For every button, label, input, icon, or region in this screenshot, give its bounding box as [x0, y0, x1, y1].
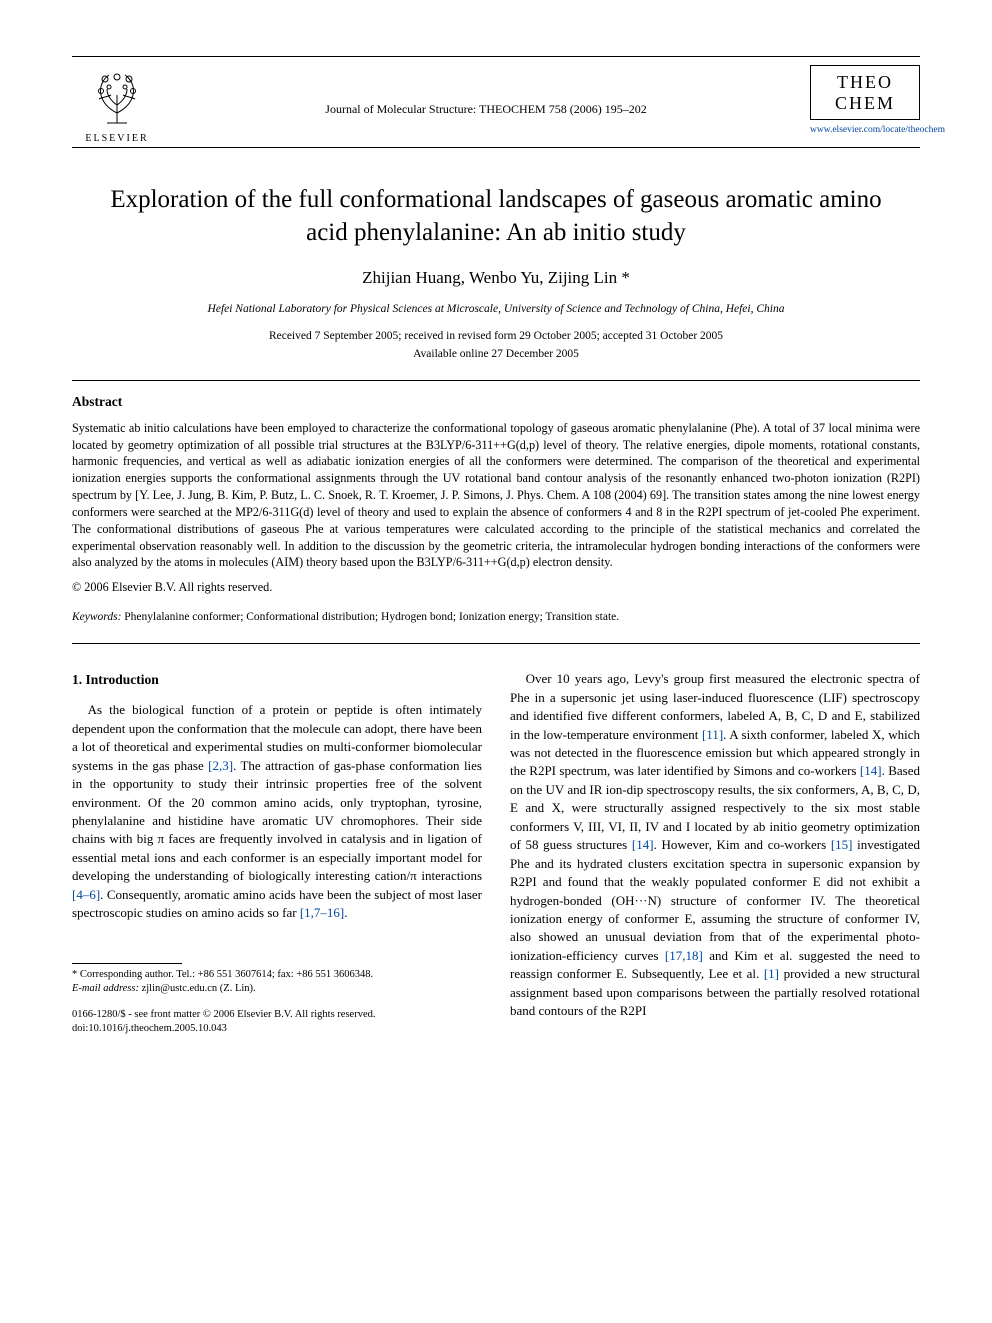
publisher-name: ELSEVIER: [72, 132, 162, 146]
journal-citation: Journal of Molecular Structure: THEOCHEM…: [162, 65, 810, 117]
abstract-body: Systematic ab initio calculations have b…: [72, 420, 920, 571]
citation-link[interactable]: [14]: [632, 837, 654, 852]
citation-link[interactable]: [2,3]: [208, 758, 233, 773]
citation-link[interactable]: [1]: [764, 966, 779, 981]
received-dates: Received 7 September 2005; received in r…: [72, 329, 920, 345]
abstract-copyright: © 2006 Elsevier B.V. All rights reserved…: [72, 579, 920, 595]
available-date: Available online 27 December 2005: [72, 347, 920, 363]
keywords: Keywords: Phenylalanine conformer; Confo…: [72, 610, 920, 626]
corresponding-author: * Corresponding author. Tel.: +86 551 36…: [72, 968, 482, 982]
citation-link[interactable]: [17,18]: [665, 948, 703, 963]
email-line: E-mail address: zjlin@ustc.edu.cn (Z. Li…: [72, 982, 482, 996]
left-column: 1. Introduction As the biological functi…: [72, 670, 482, 1035]
intro-para-left: As the biological function of a protein …: [72, 701, 482, 922]
citation-link[interactable]: [4–6]: [72, 887, 100, 902]
intro-heading: 1. Introduction: [72, 670, 482, 689]
citation-link[interactable]: [1,7–16]: [300, 905, 344, 920]
footnote-divider: [72, 963, 182, 964]
authors: Zhijian Huang, Wenbo Yu, Zijing Lin *: [72, 267, 920, 290]
journal-header: ELSEVIER Journal of Molecular Structure:…: [72, 56, 920, 148]
email-label: E-mail address:: [72, 983, 139, 994]
divider: [72, 380, 920, 381]
brand-line-1: THEO: [815, 72, 915, 93]
affiliation: Hefei National Laboratory for Physical S…: [72, 302, 920, 318]
right-column: Over 10 years ago, Levy's group first me…: [510, 670, 920, 1035]
journal-brand: THEO CHEM www.elsevier.com/locate/theoch…: [810, 65, 920, 137]
footer-doi: doi:10.1016/j.theochem.2005.10.043: [72, 1022, 482, 1036]
brand-url[interactable]: www.elsevier.com/locate/theochem: [810, 124, 920, 137]
keywords-label: Keywords:: [72, 611, 121, 623]
abstract-heading: Abstract: [72, 393, 920, 411]
citation-link[interactable]: [15]: [831, 837, 853, 852]
brand-box: THEO CHEM: [810, 65, 920, 120]
footer-issn: 0166-1280/$ - see front matter © 2006 El…: [72, 1008, 482, 1022]
publisher-logo: ELSEVIER: [72, 65, 162, 145]
intro-para-right: Over 10 years ago, Levy's group first me…: [510, 670, 920, 1021]
email-address[interactable]: zjlin@ustc.edu.cn (Z. Lin).: [139, 983, 256, 994]
brand-line-2: CHEM: [815, 93, 915, 114]
body-columns: 1. Introduction As the biological functi…: [72, 670, 920, 1035]
citation-link[interactable]: [11]: [702, 727, 723, 742]
citation-link[interactable]: [14]: [860, 763, 882, 778]
divider: [72, 643, 920, 644]
elsevier-tree-icon: [87, 65, 147, 125]
keywords-text: Phenylalanine conformer; Conformational …: [121, 611, 619, 623]
article-title: Exploration of the full conformational l…: [102, 184, 890, 249]
